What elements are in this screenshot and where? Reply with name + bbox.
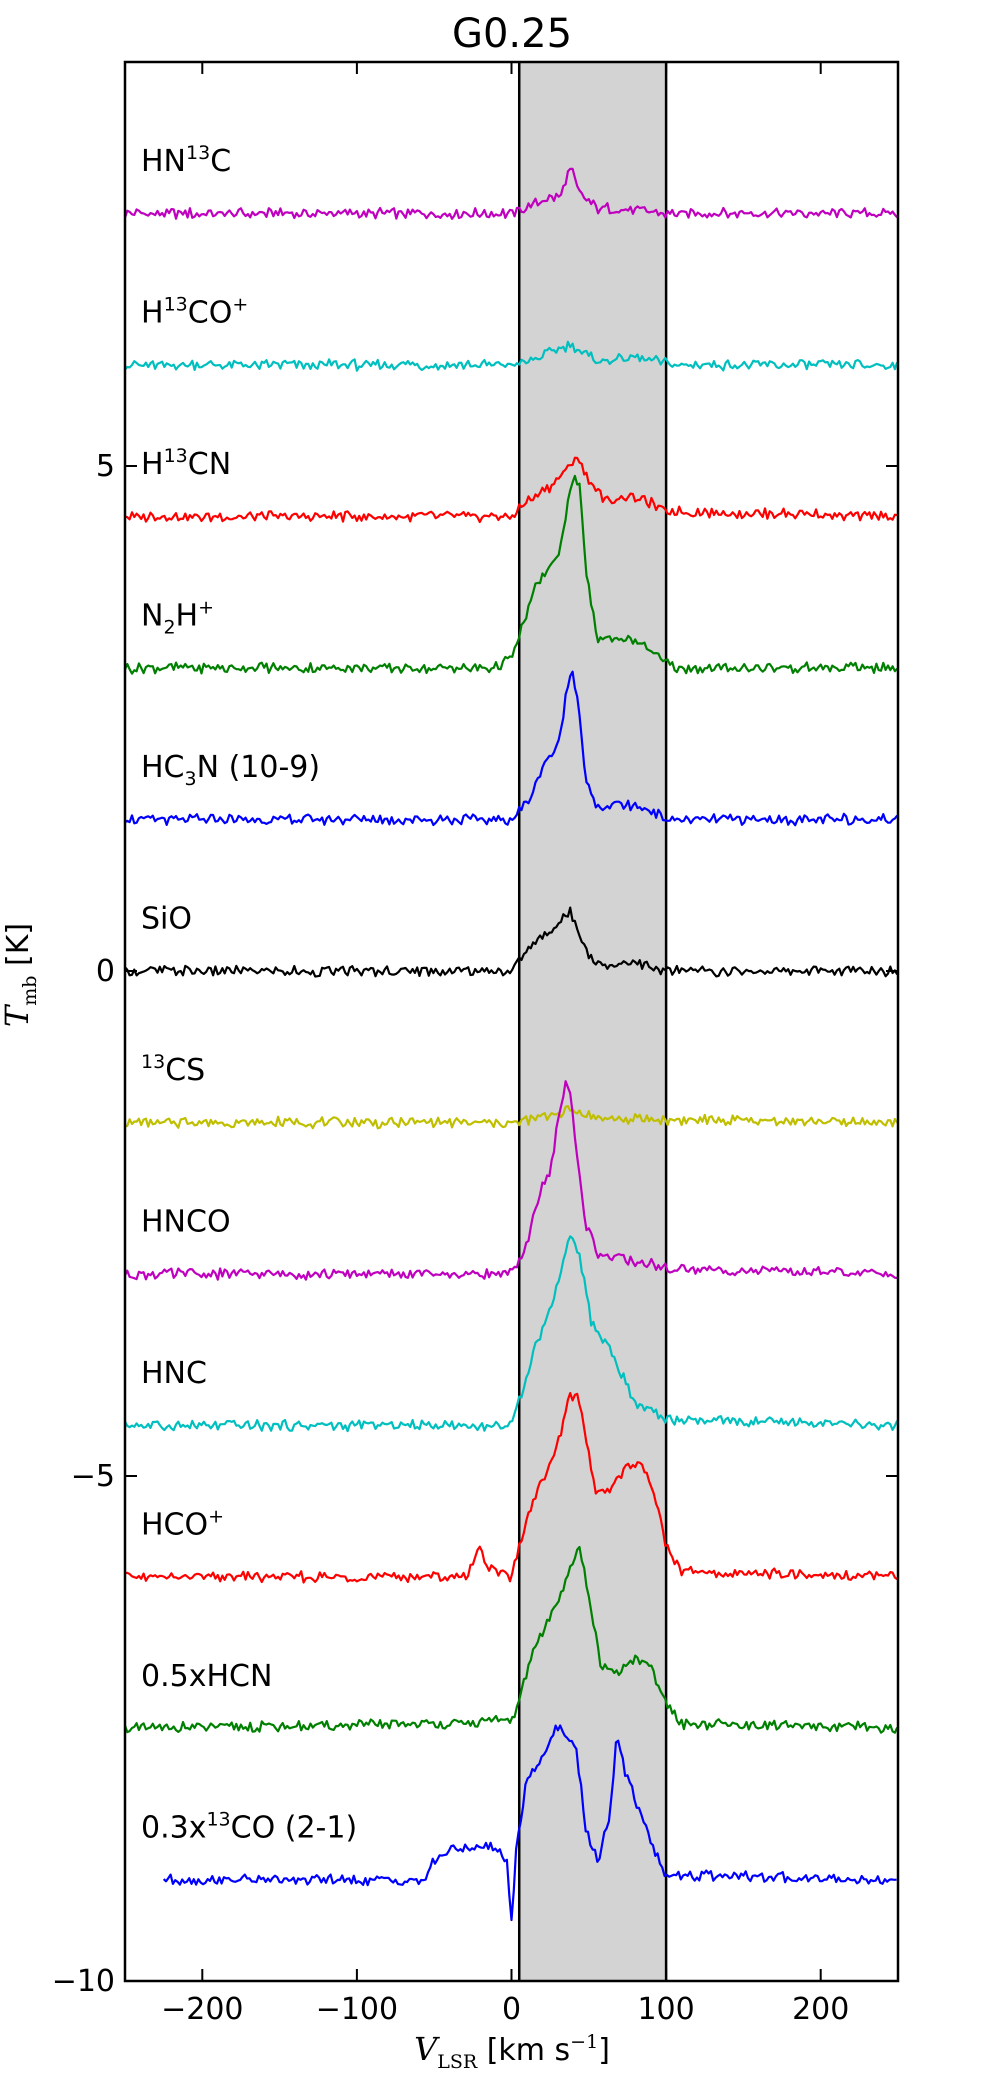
x-axis-label: VLSR [km s−1] [414, 2030, 610, 2073]
x-tick-label: −100 [316, 1992, 398, 2027]
series-label-3: H13CN [141, 445, 231, 482]
series-label-8: HNCO [141, 1205, 231, 1240]
series-label-2: H13CO+ [141, 294, 248, 331]
series-label-9: HNC [141, 1356, 207, 1391]
spectrum-line-5 [124, 670, 899, 827]
y-axis-label: Tmb [K] [0, 923, 41, 1027]
velocity-band [519, 62, 667, 1981]
spectrum-line-6 [124, 906, 899, 978]
spectra-lines-layer [123, 167, 899, 1922]
x-tick-label: 0 [502, 1992, 521, 2027]
series-label-6: SiO [141, 902, 192, 937]
x-tick-label: 100 [637, 1992, 694, 2027]
series-label-10: HCO+ [141, 1506, 224, 1543]
y-tick-label: 0 [96, 954, 115, 989]
spectrum-line-10 [124, 1392, 898, 1584]
x-tick-label: −200 [161, 1992, 243, 2027]
spectrum-line-1 [123, 167, 899, 220]
spectrum-line-2 [124, 340, 899, 372]
series-label-5: HC3N (10-9) [141, 750, 320, 790]
y-tick-label: −10 [52, 1964, 115, 1999]
y-tick-label: −5 [71, 1459, 115, 1494]
spectrum-line-4 [123, 474, 899, 675]
series-labels-layer: HN13C H13CO+ H13CN N2H+ HC3N (10-9) SiO 13CS HN… [141, 142, 357, 1846]
spectrum-line-12 [162, 1724, 897, 1922]
spectrum-line-11 [123, 1545, 899, 1734]
y-tick-label: 5 [96, 449, 115, 484]
series-label-7: 13CS [141, 1051, 205, 1088]
spectrum-line-9 [124, 1235, 899, 1433]
series-label-1: HN13C [141, 142, 231, 179]
axes-layer: −200 −100 0 100 200 −10 −5 0 5 [52, 60, 900, 2027]
series-label-12: 0.3x13CO (2-1) [141, 1809, 357, 1846]
x-tick-label: 200 [792, 1992, 849, 2027]
chart-title: G0.25 [452, 11, 572, 57]
velocity-band-layer [517, 62, 668, 1981]
spectrum-line-3 [124, 456, 898, 524]
series-label-4: N2H+ [141, 597, 214, 639]
spectrum-line-8 [124, 1080, 898, 1281]
spectrum-line-7 [124, 1105, 899, 1130]
series-label-11: 0.5xHCN [141, 1659, 272, 1694]
